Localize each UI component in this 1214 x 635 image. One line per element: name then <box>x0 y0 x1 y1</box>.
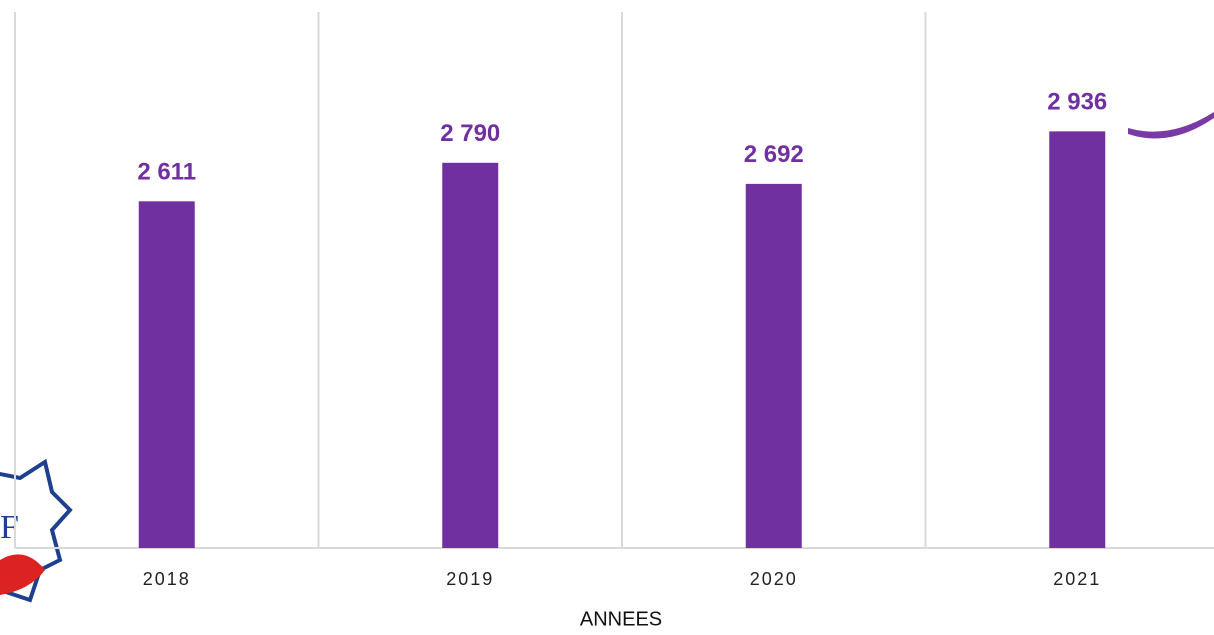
x-tick-label: 2021 <box>1053 569 1101 589</box>
value-label: 2 936 <box>1047 89 1107 116</box>
x-axis-title: ANNEES <box>580 608 662 630</box>
x-tick-label: 2020 <box>750 569 798 589</box>
bar <box>442 163 498 548</box>
chart: F ANNEES 2018 2 611 2019 2 790 2020 2 692 2021… <box>0 0 1214 630</box>
page: {"chart_data": {"type": "bar", "x_label"… <box>0 0 1214 630</box>
decoration-swoosh <box>1128 112 1214 138</box>
value-label: 2 692 <box>744 141 804 168</box>
x-tick-label: 2018 <box>143 569 191 589</box>
x-tick-label: 2019 <box>446 569 494 589</box>
bar <box>139 201 195 548</box>
bar <box>1049 131 1105 548</box>
value-label: 2 790 <box>440 120 500 147</box>
svg-text:F: F <box>0 509 19 546</box>
value-label: 2 611 <box>137 159 196 186</box>
logo: F <box>0 462 70 600</box>
bar <box>746 184 802 548</box>
